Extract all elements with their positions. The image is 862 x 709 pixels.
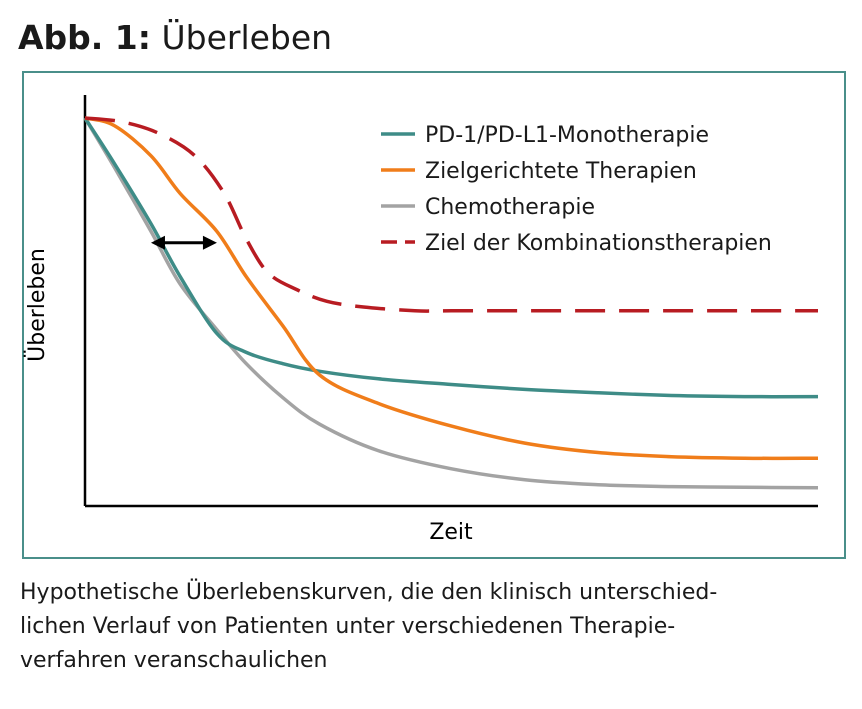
legend-item-pd-1-pd-l1-monotherapie: PD-1/PD-L1-Monotherapie: [381, 123, 709, 148]
caption-line: Hypothetische Überlebenskurven, die den …: [20, 580, 718, 605]
axes: Zeit Überleben: [24, 95, 818, 545]
figure-title-text: Überleben: [161, 18, 333, 57]
annotation-layer: [150, 235, 217, 250]
legend-label: Ziel der Kombinationstherapien: [425, 231, 772, 256]
legend-label: Chemotherapie: [425, 195, 595, 220]
legend-label: Zielgerichtete Therapien: [425, 159, 697, 184]
figure-label: Abb. 1:: [18, 18, 151, 57]
figure-title: Abb. 1: Überleben: [18, 18, 332, 58]
figure-caption: Hypothetische Überlebenskurven, die den …: [20, 576, 840, 678]
legend-item-zielgerichtete-therapien: Zielgerichtete Therapien: [381, 159, 697, 184]
caption-line: verfahren veranschaulichen: [20, 648, 328, 673]
series-line-zielgerichtete-therapien: [84, 116, 819, 461]
double-arrow-annotation: [150, 235, 217, 250]
legend-label: PD-1/PD-L1-Monotherapie: [425, 123, 709, 148]
series-line-chemotherapie: [83, 117, 819, 490]
y-axis-label: Überleben: [24, 248, 50, 362]
legend: PD-1/PD-L1-Monotherapie Zielgerichtete Th…: [381, 123, 772, 256]
series-line-ziel-der-kombinationstherapien: [84, 116, 818, 313]
legend-item-ziel-der-kombinationstherapien: Ziel der Kombinationstherapien: [381, 231, 772, 256]
x-axis-label: Zeit: [429, 520, 473, 545]
chart-frame: [22, 71, 846, 559]
caption-line: lichen Verlauf von Patienten unter versc…: [20, 614, 676, 639]
legend-item-chemotherapie: Chemotherapie: [381, 195, 595, 220]
